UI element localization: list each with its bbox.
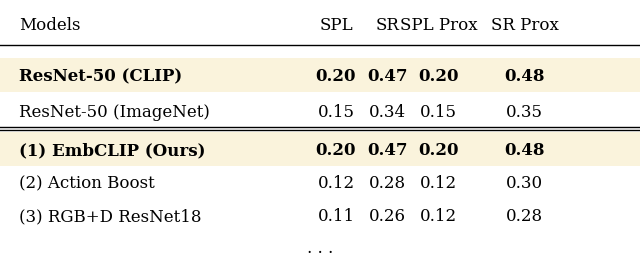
Text: 0.48: 0.48 [504, 68, 545, 85]
Text: 0.48: 0.48 [504, 141, 545, 158]
Text: 0.28: 0.28 [369, 174, 406, 191]
Text: SPL: SPL [319, 17, 353, 34]
Text: SR: SR [375, 17, 399, 34]
Text: (2) Action Boost: (2) Action Boost [19, 174, 155, 191]
Text: ResNet-50 (CLIP): ResNet-50 (CLIP) [19, 68, 182, 85]
Text: 0.28: 0.28 [506, 208, 543, 224]
Text: (3) RGB+D ResNet18: (3) RGB+D ResNet18 [19, 208, 202, 224]
Text: 0.20: 0.20 [418, 141, 459, 158]
Text: . . .: . . . [307, 239, 333, 254]
Text: 0.15: 0.15 [317, 103, 355, 120]
Text: (1) EmbCLIP (Ours): (1) EmbCLIP (Ours) [19, 141, 205, 158]
Text: 0.20: 0.20 [316, 68, 356, 85]
Text: 0.20: 0.20 [316, 141, 356, 158]
Bar [0, 58, 640, 93]
Text: 0.15: 0.15 [420, 103, 457, 120]
Text: SR Prox: SR Prox [491, 17, 559, 34]
Text: 0.20: 0.20 [418, 68, 459, 85]
Text: 0.35: 0.35 [506, 103, 543, 120]
Text: ResNet-50 (ImageNet): ResNet-50 (ImageNet) [19, 103, 210, 120]
Text: 0.47: 0.47 [367, 141, 408, 158]
Bar [0, 132, 640, 166]
Text: 0.47: 0.47 [367, 68, 408, 85]
Text: SPL Prox: SPL Prox [399, 17, 477, 34]
Text: 0.12: 0.12 [317, 174, 355, 191]
Text: 0.30: 0.30 [506, 174, 543, 191]
Text: 0.11: 0.11 [317, 208, 355, 224]
Text: 0.12: 0.12 [420, 174, 457, 191]
Text: 0.12: 0.12 [420, 208, 457, 224]
Text: 0.26: 0.26 [369, 208, 406, 224]
Text: 0.34: 0.34 [369, 103, 406, 120]
Text: Models: Models [19, 17, 81, 34]
